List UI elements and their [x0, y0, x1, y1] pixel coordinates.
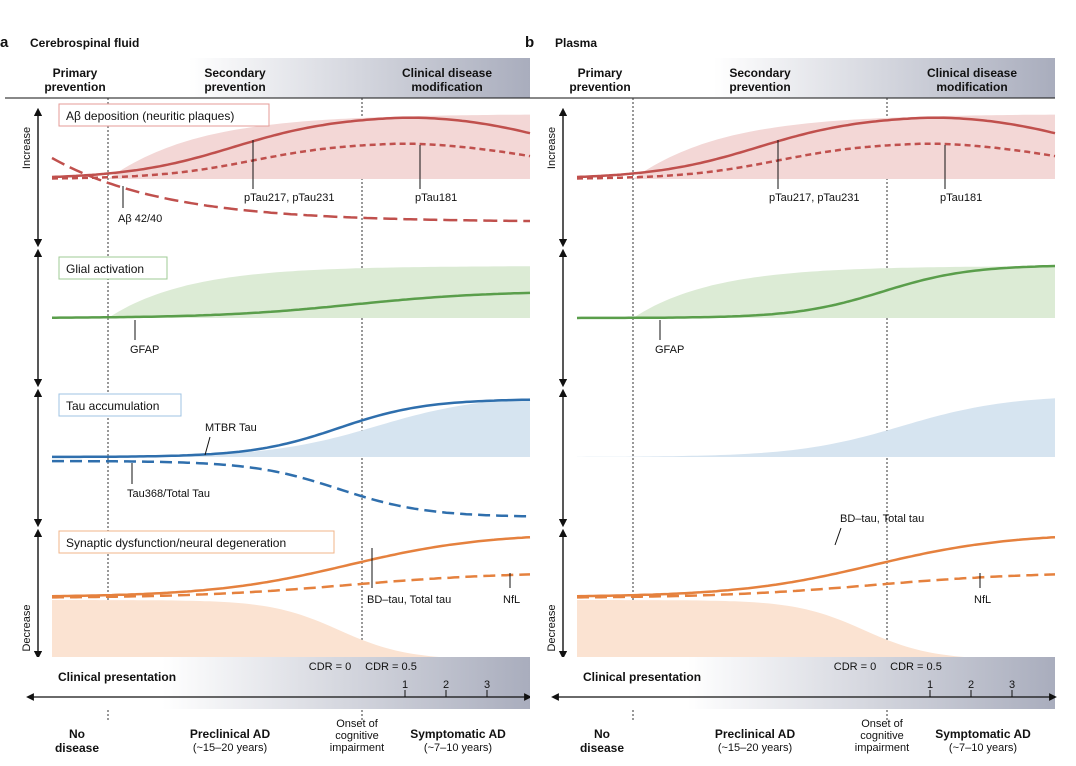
header-band: [5, 58, 530, 98]
panel-letter: a: [0, 34, 9, 51]
module-box-amyloid: [58, 103, 270, 127]
cdr05-label: CDR = 0.5: [890, 661, 942, 673]
symptomatic-line1: Symptomatic AD: [410, 727, 506, 741]
panel-a: a Cerebrospinal fluidPrimarypreventionSec…: [0, 34, 532, 755]
axis-increase-label: Increase: [546, 127, 558, 169]
module-box-glial: [58, 256, 168, 280]
header-primary-line2: prevention: [569, 80, 630, 94]
onset-line2: cognitive: [860, 730, 903, 742]
ptau181-curve: [51, 142, 531, 180]
symptomatic-line1: Symptomatic AD: [935, 727, 1031, 741]
header-clinical-line2: modification: [411, 80, 482, 94]
no-disease-line2: disease: [580, 741, 624, 755]
ptau217-curve: [51, 116, 531, 179]
gfap-curve: [576, 264, 1056, 320]
module-label-synaptic: Synaptic dysfunction/neural degeneration: [66, 536, 286, 550]
marker-tau368: Tau368/Total Tau: [127, 488, 210, 500]
preclinical-line2: (~15–20 years): [718, 742, 792, 754]
ptau181-curve: [576, 142, 1056, 180]
header-clinical-line2: modification: [936, 80, 1007, 94]
onset-line3: impairment: [855, 742, 909, 754]
preclinical-line1: Preclinical AD: [715, 727, 796, 741]
marker-ab4240: Aβ 42/40: [118, 213, 162, 225]
marker-ptau217: pTau217, pTau231: [244, 192, 335, 204]
cdr-tick-label-2: 2: [968, 679, 974, 691]
marker-gfap: GFAP: [130, 344, 159, 356]
cdr-tick-label-3: 3: [484, 679, 490, 691]
symptomatic-line2: (~7–10 years): [949, 742, 1017, 754]
mtbr-leader: [204, 436, 211, 456]
no-disease-line2: disease: [55, 741, 99, 755]
axis-decrease-label: Decrease: [546, 604, 558, 651]
header-primary-line1: Primary: [578, 66, 623, 80]
synaptic-fill: [52, 600, 530, 660]
marker-nfl: NfL: [503, 594, 520, 606]
header-band: [530, 58, 1055, 98]
panel-title: Plasma: [555, 36, 597, 50]
panel-letter: b: [525, 34, 534, 51]
bdtau-leader: [834, 527, 842, 546]
marker-ptau181: pTau181: [415, 192, 457, 204]
glial-fill: [633, 266, 1055, 318]
preclinical-line2: (~15–20 years): [193, 742, 267, 754]
mtbr-curve: [52, 398, 531, 459]
cdr0-label: CDR = 0: [834, 661, 877, 673]
bdtau-curve: [576, 535, 1056, 598]
symptomatic-line2: (~7–10 years): [424, 742, 492, 754]
tau368-curve: [52, 459, 530, 518]
header-secondary-line2: prevention: [729, 80, 790, 94]
no-disease-line1: No: [69, 727, 85, 741]
clinical-presentation-label: Clinical presentation: [583, 670, 701, 684]
onset-line2: cognitive: [335, 730, 378, 742]
header-secondary-line2: prevention: [204, 80, 265, 94]
tau-fill: [577, 398, 1055, 457]
marker-gfap: GFAP: [655, 344, 684, 356]
clinical-presentation-label: Clinical presentation: [58, 670, 176, 684]
onset-line3: impairment: [330, 742, 384, 754]
marker-bdtau: BD–tau, Total tau: [840, 513, 924, 525]
marker-mtbr: MTBR Tau: [205, 422, 257, 434]
panel-title: Cerebrospinal fluid: [30, 36, 139, 50]
module-box-synaptic: [58, 530, 335, 554]
axis-decrease-label: Decrease: [21, 604, 33, 651]
cdr-tick-label-1: 1: [402, 679, 408, 691]
cdr-tick-label-2: 2: [443, 679, 449, 691]
module-label-amyloid: Aβ deposition (neuritic plaques): [66, 109, 234, 123]
gfap-curve: [52, 291, 531, 319]
header-secondary-line1: Secondary: [729, 66, 791, 80]
nfl-curve: [52, 573, 531, 599]
panel-b: b PlasmaPrimarypreventionSecondaryprevent…: [525, 34, 1057, 755]
preclinical-line1: Preclinical AD: [190, 727, 271, 741]
module-label-tau: Tau accumulation: [66, 399, 159, 413]
header-clinical-line1: Clinical disease: [927, 66, 1017, 80]
cdr05-label: CDR = 0.5: [365, 661, 417, 673]
module-box-tau: [58, 393, 182, 417]
bdtau-curve: [51, 535, 531, 598]
glial-fill: [108, 266, 530, 318]
amyloid-fill: [108, 114, 530, 179]
marker-bdtau: BD–tau, Total tau: [367, 594, 451, 606]
cdr-tick-label-1: 1: [927, 679, 933, 691]
header-clinical-line1: Clinical disease: [402, 66, 492, 80]
header-primary-line1: Primary: [53, 66, 98, 80]
ptau217-curve: [576, 116, 1056, 179]
marker-ptau181: pTau181: [940, 192, 982, 204]
header-primary-line2: prevention: [44, 80, 105, 94]
header-secondary-line1: Secondary: [204, 66, 266, 80]
onset-line1: Onset of: [861, 718, 904, 730]
synaptic-fill: [577, 600, 1055, 660]
ab4240-curve: [51, 156, 530, 223]
cdr0-label: CDR = 0: [309, 661, 352, 673]
marker-ptau217: pTau217, pTau231: [769, 192, 860, 204]
module-label-glial: Glial activation: [66, 262, 144, 276]
tau-fill: [52, 398, 530, 457]
nfl-curve: [577, 573, 1056, 599]
no-disease-line1: No: [594, 727, 610, 741]
marker-nfl: NfL: [974, 594, 991, 606]
amyloid-fill: [633, 114, 1055, 179]
axis-increase-label: Increase: [21, 127, 33, 169]
onset-line1: Onset of: [336, 718, 379, 730]
cdr-tick-label-3: 3: [1009, 679, 1015, 691]
